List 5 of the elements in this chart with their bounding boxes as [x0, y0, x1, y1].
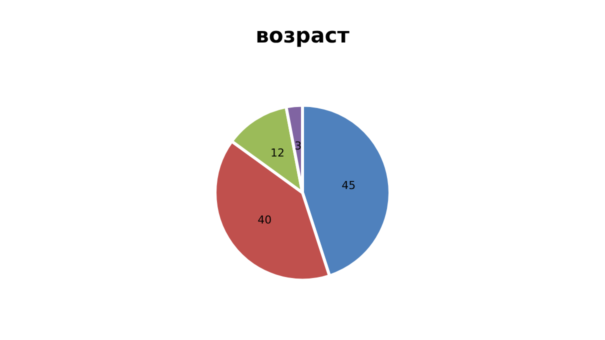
data-label: 12	[270, 146, 284, 160]
data-label: 45	[342, 178, 356, 192]
data-label: 40	[258, 214, 272, 227]
data-label: 3	[294, 140, 302, 153]
chart-title: возраст	[256, 24, 350, 48]
